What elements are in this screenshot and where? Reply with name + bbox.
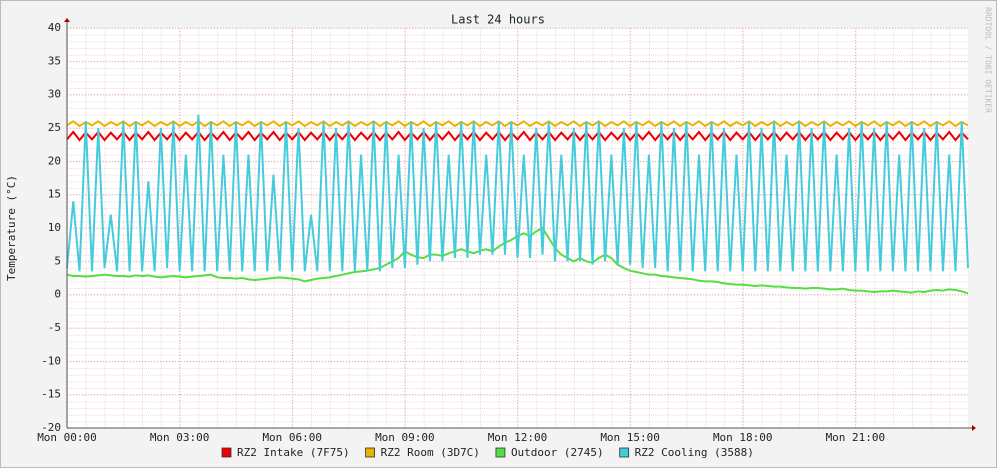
- y-tick-label: 5: [54, 254, 61, 267]
- y-tick-label: 20: [48, 154, 61, 167]
- legend-swatch: [495, 447, 506, 458]
- x-tick-label: Mon 18:00: [713, 431, 773, 444]
- y-tick-label: 10: [48, 221, 61, 234]
- y-axis-label: Temperature (°C): [5, 175, 18, 281]
- legend-label: RZ2 Room (3D7C): [381, 446, 480, 459]
- legend: RZ2 Intake (7F75) RZ2 Room (3D7C) Outdoor …: [221, 446, 754, 459]
- watermark: RRDTOOL / TOBI OETIKER: [984, 7, 993, 113]
- x-tick-label: Mon 15:00: [600, 431, 660, 444]
- y-tick-label: -5: [48, 321, 61, 334]
- legend-label: Outdoor (2745): [511, 446, 604, 459]
- x-tick-label: Mon 06:00: [262, 431, 322, 444]
- legend-label: RZ2 Cooling (3588): [635, 446, 754, 459]
- legend-swatch: [619, 447, 630, 458]
- legend-swatch: [221, 447, 232, 458]
- series-line: [66, 114, 969, 272]
- chart-title: Last 24 hours: [451, 13, 545, 27]
- x-tick-label: Mon 21:00: [826, 431, 886, 444]
- legend-label: RZ2 Intake (7F75): [237, 446, 350, 459]
- series-line: [66, 130, 969, 142]
- y-tick-label: -15: [41, 388, 61, 401]
- x-tick-label: Mon 00:00: [37, 431, 97, 444]
- x-tick-label: Mon 12:00: [488, 431, 548, 444]
- series-line: [66, 226, 969, 295]
- x-tick-label: Mon 03:00: [150, 431, 210, 444]
- y-tick-label: 15: [48, 188, 61, 201]
- x-arrow: [972, 425, 976, 431]
- y-arrow: [64, 18, 70, 22]
- lines: [66, 114, 969, 295]
- y-tick-label: -20: [41, 421, 61, 434]
- legend-swatch: [365, 447, 375, 458]
- y-tick-label: 30: [48, 88, 61, 101]
- y-tick-label: -10: [41, 354, 61, 367]
- y-tick-label: 25: [48, 121, 61, 134]
- x-tick-label: Mon 09:00: [375, 431, 435, 444]
- y-tick-label: 0: [54, 288, 61, 301]
- y-tick-label: 35: [48, 54, 61, 67]
- y-tick-label: 40: [48, 21, 61, 34]
- series-line: [66, 120, 969, 128]
